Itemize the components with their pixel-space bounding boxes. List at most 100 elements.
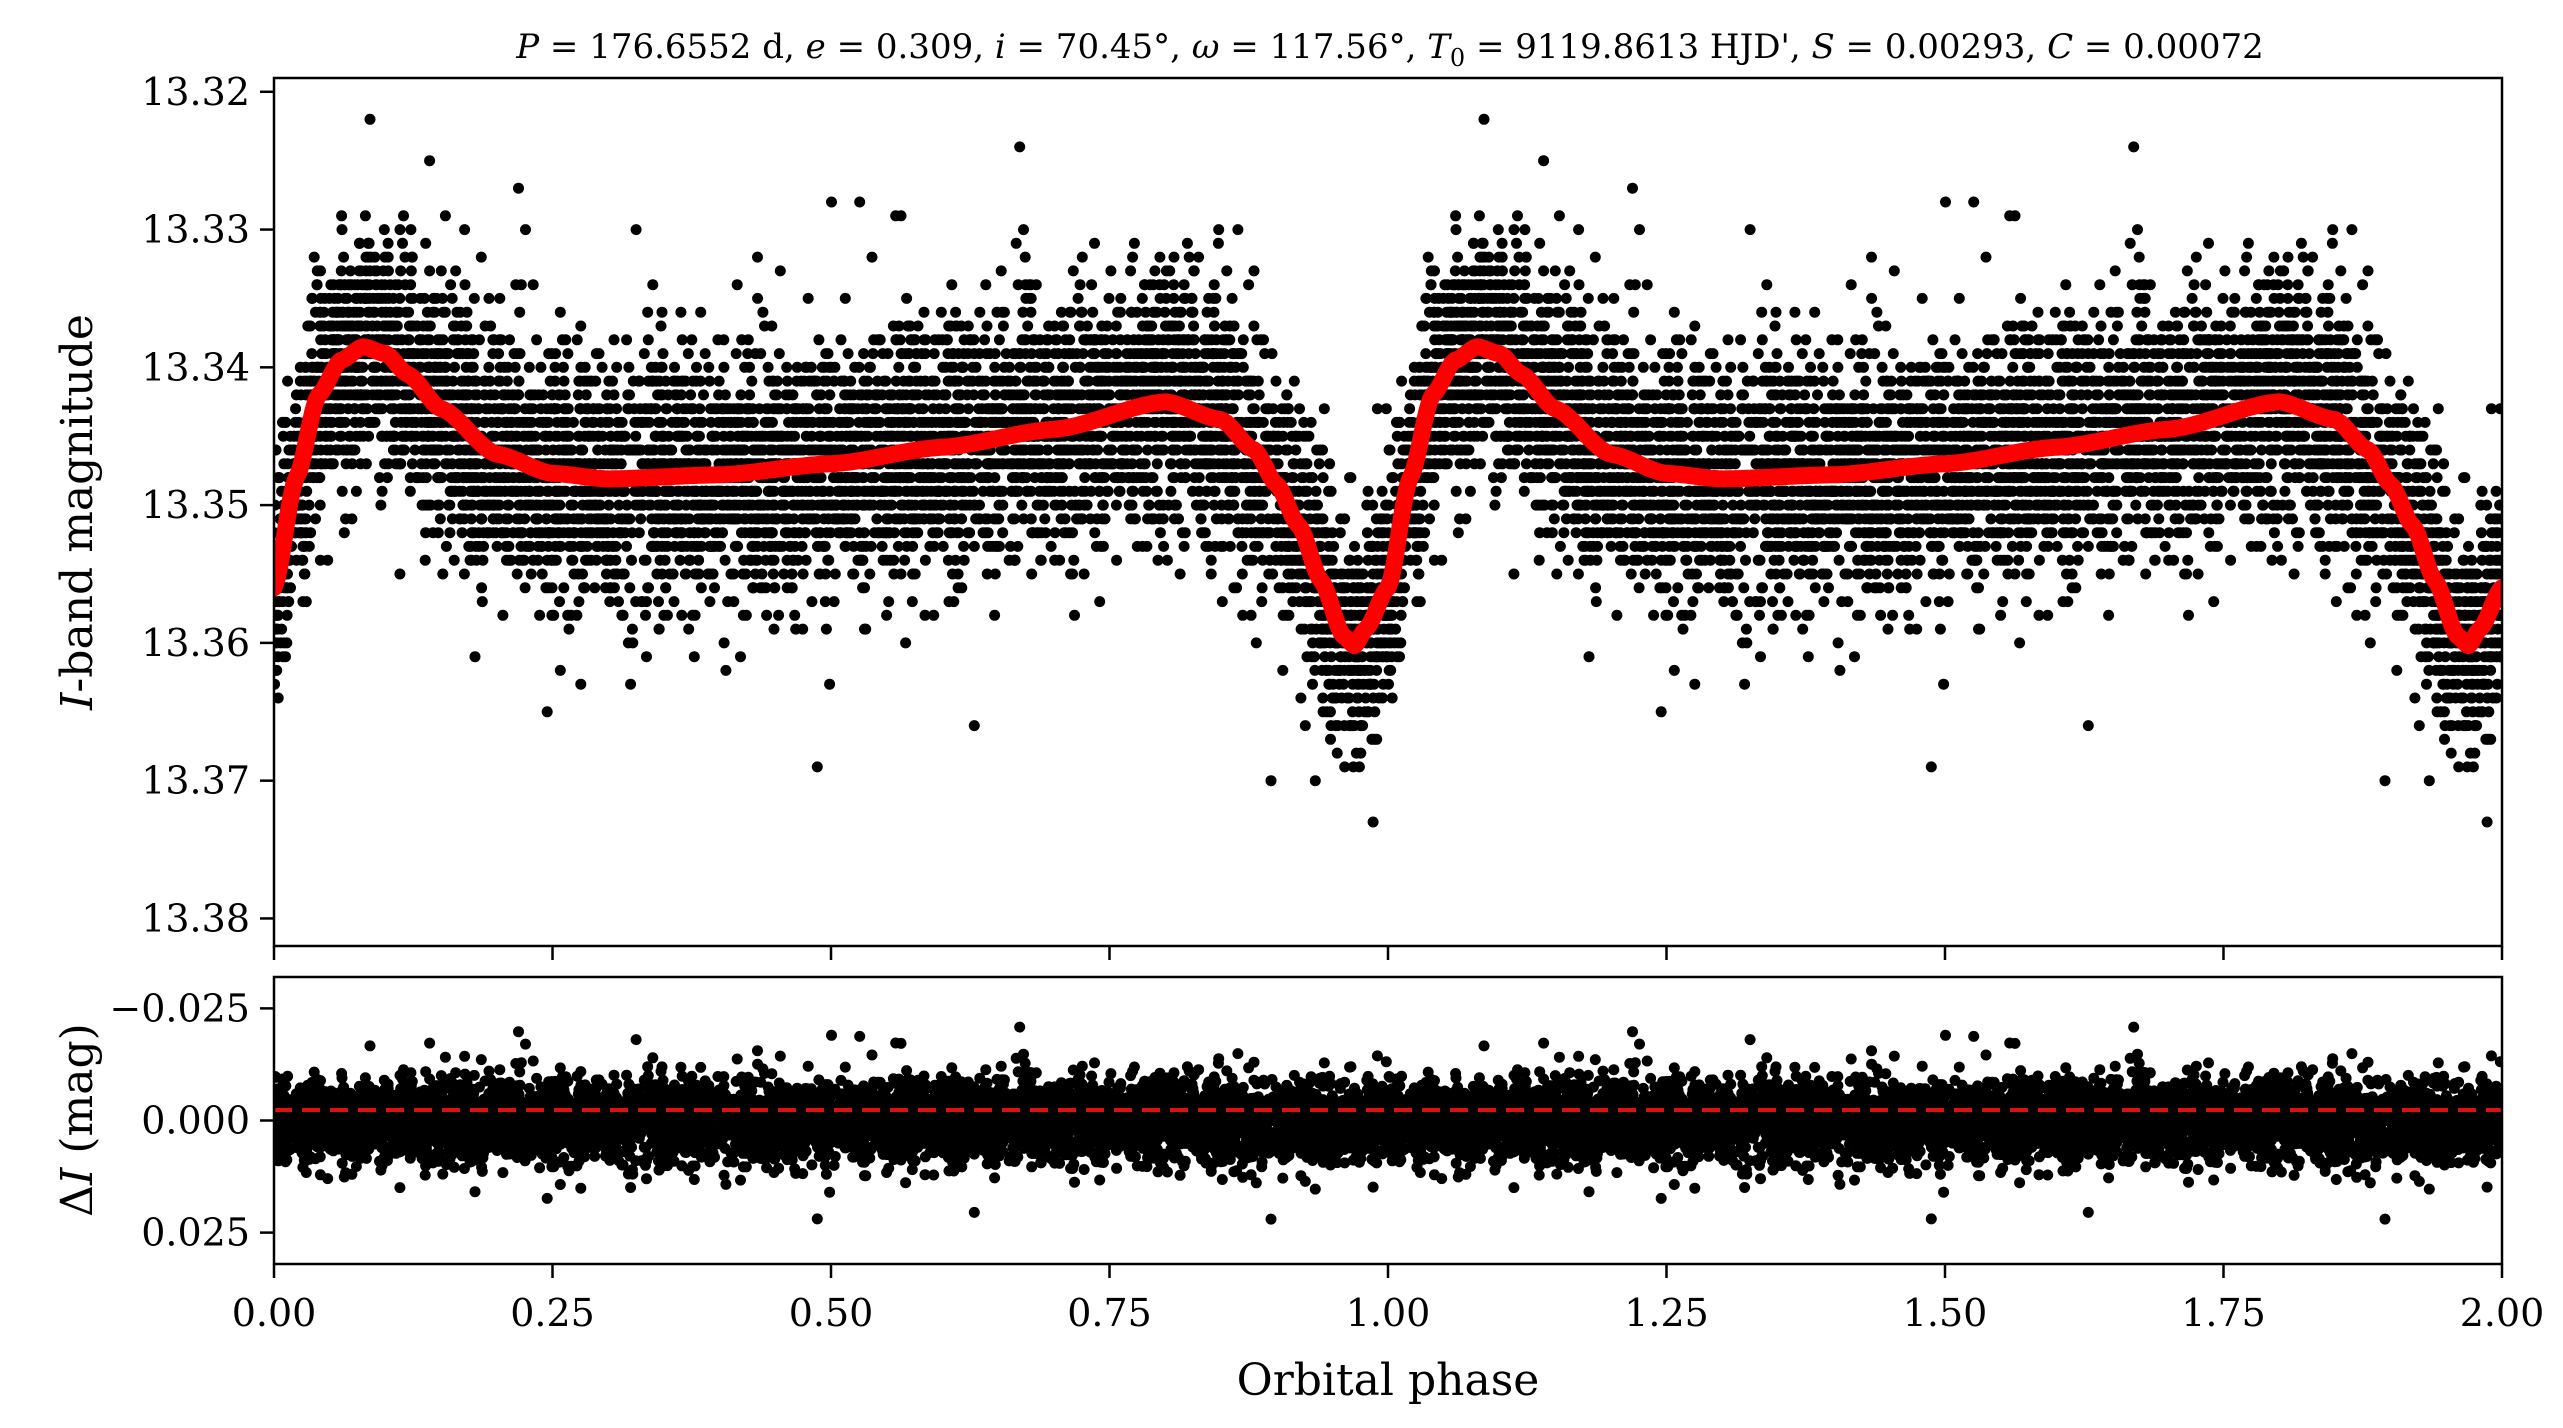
light-curve-point: [608, 334, 620, 346]
light-curve-point: [1154, 251, 1166, 263]
light-curve-point: [2128, 141, 2140, 153]
light-curve-point: [1668, 596, 1679, 608]
light-curve-point: [1978, 361, 1990, 373]
light-curve-point: [548, 609, 560, 621]
title-p-value: = 176.6552 d,: [539, 27, 806, 67]
light-curve-point: [630, 430, 642, 442]
light-curve-point: [1222, 499, 1234, 511]
light-curve-point: [1564, 265, 1576, 277]
light-curve-point: [2130, 499, 2142, 511]
light-curve-point: [1519, 224, 1531, 236]
light-curve-point: [1812, 389, 1823, 401]
light-curve-data-points: [274, 113, 2502, 828]
title-c-symbol: C: [2047, 27, 2073, 67]
light-curve-point: [573, 596, 585, 608]
light-curve-point: [1655, 706, 1667, 718]
light-curve-point: [1769, 320, 1781, 332]
light-curve-point: [685, 389, 697, 401]
light-curve-point: [2322, 499, 2334, 511]
light-curve-point: [2266, 554, 2278, 566]
light-curve-point: [535, 361, 547, 373]
light-curve-point: [906, 596, 918, 608]
light-curve-point: [2409, 692, 2421, 704]
light-curve-point: [1797, 623, 1809, 635]
light-curve-point: [1226, 292, 1238, 304]
title-omega-value: = 117.56°,: [1220, 27, 1428, 67]
light-curve-point: [1677, 623, 1689, 635]
light-curve-point: [1208, 499, 1220, 511]
light-curve-point: [2292, 279, 2304, 291]
light-curve-point: [2020, 596, 2032, 608]
light-curve-point: [1876, 361, 1888, 373]
light-curve-point: [1016, 499, 1028, 511]
light-curve-point: [1849, 389, 1861, 401]
light-curve-point: [864, 361, 876, 373]
light-curve-point: [2159, 540, 2171, 552]
light-curve-point: [1325, 733, 1336, 745]
light-curve-point: [1573, 224, 1585, 236]
light-curve-point: [1833, 389, 1845, 401]
light-curve-point: [2007, 361, 2019, 373]
light-curve-point: [2239, 265, 2251, 277]
light-curve-point: [2001, 320, 2013, 332]
light-curve-point: [1533, 554, 1545, 566]
light-curve-point: [2049, 306, 2061, 318]
light-curve-point: [1250, 637, 1262, 649]
light-curve-point: [2279, 485, 2291, 497]
light-curve-point: [558, 375, 570, 387]
light-curve-point: [1558, 527, 1570, 539]
light-curve-point: [1818, 596, 1830, 608]
light-curve-point: [485, 320, 497, 332]
light-curve-point: [1618, 334, 1629, 346]
light-curve-point: [1768, 416, 1780, 428]
light-curve-point: [1290, 444, 1302, 456]
light-curve-point: [1034, 348, 1046, 360]
light-curve-point: [1154, 527, 1166, 539]
light-curve-point: [704, 596, 716, 608]
light-curve-point: [774, 265, 786, 277]
title-s-symbol: S: [1811, 27, 1834, 67]
light-curve-point: [563, 623, 575, 635]
light-curve-point: [1188, 265, 1200, 277]
light-curve-point: [1256, 596, 1268, 608]
light-curve-point: [1744, 430, 1756, 442]
light-curve-point: [520, 224, 531, 236]
light-curve-point: [2095, 320, 2107, 332]
light-curve-point: [1953, 389, 1965, 401]
light-curve-point: [2475, 527, 2487, 539]
title-p-symbol: P: [515, 27, 540, 67]
light-curve-point: [1361, 527, 1373, 539]
light-curve-point: [536, 568, 548, 580]
light-curve-point: [2292, 540, 2304, 552]
light-curve-point: [434, 513, 446, 525]
light-curve-point: [476, 582, 488, 594]
light-curve-point: [574, 444, 586, 456]
light-curve-point: [1167, 472, 1179, 484]
light-curve-point: [1650, 568, 1662, 580]
light-curve-point: [420, 237, 432, 249]
light-curve-point: [2423, 775, 2435, 787]
light-curve-point: [1213, 224, 1225, 236]
light-curve-point: [2404, 444, 2416, 456]
light-curve-point: [511, 568, 523, 580]
light-curve-point: [989, 568, 1001, 580]
light-curve-point: [1178, 279, 1190, 291]
light-curve-point: [621, 540, 632, 552]
light-curve-point: [824, 678, 836, 690]
light-curve-point: [858, 527, 870, 539]
light-curve-point: [871, 513, 883, 525]
light-curve-point: [1022, 320, 1034, 332]
light-curve-point: [1454, 458, 1466, 470]
title-i-symbol: i: [995, 27, 1006, 67]
light-curve-point: [1633, 582, 1645, 594]
title-e-value: = 0.309,: [826, 27, 995, 67]
light-curve-point: [2076, 320, 2088, 332]
light-curve-point: [2463, 540, 2474, 552]
light-curve-point: [1253, 389, 1265, 401]
light-curve-point: [2288, 568, 2300, 580]
light-curve-point: [2491, 678, 2502, 690]
light-curve-point: [1649, 361, 1661, 373]
light-curve-point: [899, 554, 911, 566]
light-curve-point: [919, 554, 931, 566]
